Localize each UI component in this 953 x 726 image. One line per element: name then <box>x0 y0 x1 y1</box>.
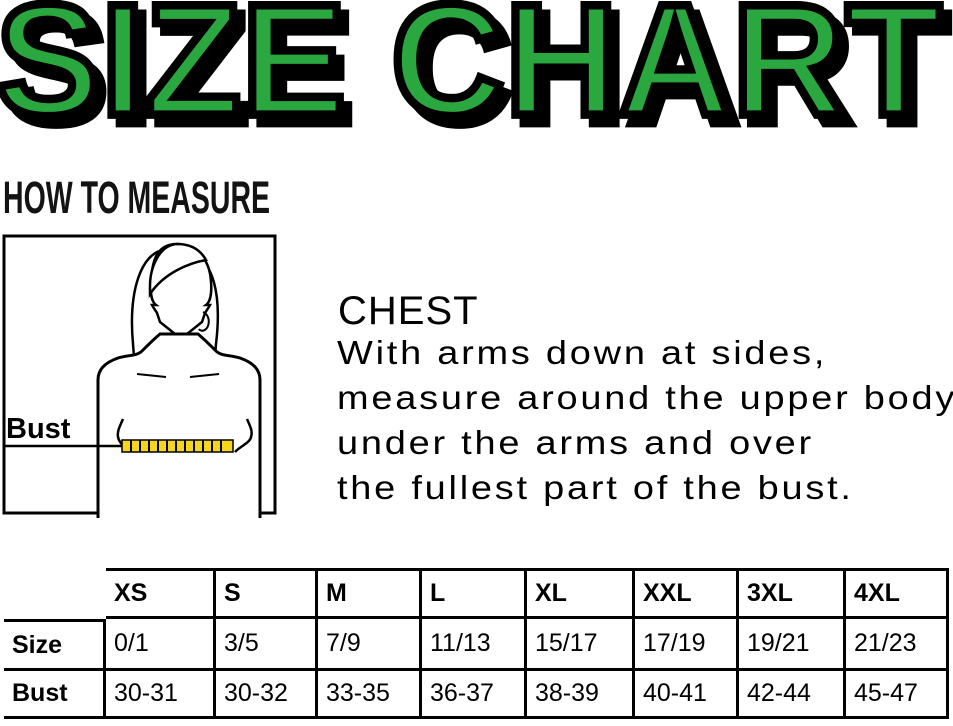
svg-text:Bust: Bust <box>6 413 71 445</box>
